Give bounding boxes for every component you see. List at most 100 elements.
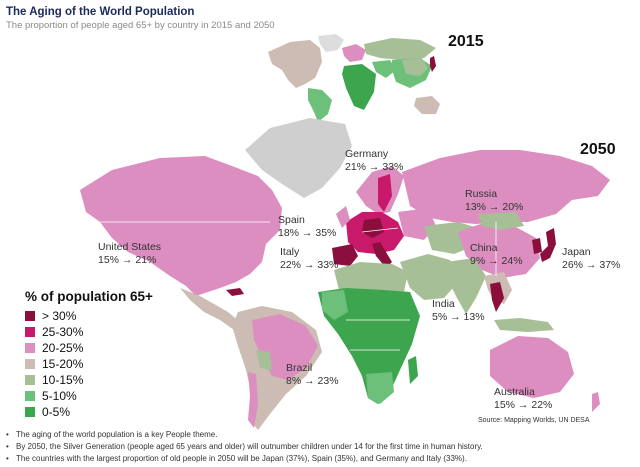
label-japan-name: Japan: [562, 246, 591, 258]
map-bolivia: [256, 350, 272, 370]
map-2015-north-america: [268, 40, 322, 88]
notes-list: The aging of the world population is a k…: [4, 429, 636, 465]
legend-item: > 30%: [25, 308, 153, 324]
map-greenland: [245, 118, 352, 198]
legend-label: 0-5%: [42, 405, 71, 419]
label-spain: Spain 18% → 35%: [278, 214, 336, 240]
label-india: India 5% → 13%: [432, 298, 485, 324]
legend-label: 15-20%: [42, 357, 84, 371]
note-item: The countries with the largest proportio…: [4, 453, 636, 465]
label-japan-values: 26% → 37%: [562, 259, 621, 271]
chart-subtitle: The proportion of people aged 65+ by cou…: [6, 20, 275, 31]
map-sweden: [378, 174, 392, 212]
map-chile: [248, 372, 258, 428]
label-germany-name: Germany: [345, 148, 389, 160]
legend-label: 5-10%: [42, 389, 77, 403]
year-label-2015: 2015: [448, 33, 484, 50]
chart-title: The Aging of the World Population: [6, 6, 195, 18]
legend-swatch: [25, 327, 35, 337]
legend-label: > 30%: [42, 309, 77, 323]
map-2015-greenland: [318, 34, 344, 52]
map-2015-south-america: [308, 88, 332, 122]
legend-item: 10-15%: [25, 372, 153, 388]
label-australia-name: Australia: [494, 386, 535, 398]
label-russia: Russia 13% → 20%: [465, 188, 523, 214]
label-china: China 9% → 24%: [470, 242, 523, 268]
map-2015-russia: [364, 38, 436, 60]
map-central-america: [180, 288, 240, 330]
label-germany: Germany 21% → 33%: [345, 148, 403, 174]
label-russia-values: 13% → 20%: [465, 201, 524, 213]
label-italy-name: Italy: [280, 246, 300, 258]
legend-swatch: [25, 391, 35, 401]
legend-item: 15-20%: [25, 356, 153, 372]
label-united-states: United States 15% → 21%: [98, 241, 161, 267]
label-russia-name: Russia: [465, 188, 498, 200]
map-2050: [80, 118, 610, 430]
label-india-name: India: [432, 298, 455, 310]
label-germany-values: 21% → 33%: [345, 161, 404, 173]
map-mongolia: [478, 212, 524, 230]
legend-items: > 30% 25-30% 20-25% 15-20% 10-15% 5-10% 0-5%: [25, 308, 153, 420]
map-2015-middle-east: [372, 60, 396, 78]
map-north-america: [80, 156, 282, 296]
label-brazil-name: Brazil: [286, 362, 313, 374]
map-north-africa: [334, 262, 408, 294]
map-germany: [362, 218, 384, 238]
legend-swatch: [25, 375, 35, 385]
legend-label: 10-15%: [42, 373, 84, 387]
map-uk: [336, 206, 350, 228]
map-thailand: [490, 282, 504, 312]
map-spain: [332, 244, 358, 266]
map-south-africa: [366, 372, 394, 404]
legend-title: % of population 65+: [25, 289, 153, 304]
map-indonesia: [494, 318, 554, 332]
map-korea: [532, 238, 542, 254]
note-item: The aging of the world population is a k…: [4, 429, 636, 441]
legend-swatch: [25, 407, 35, 417]
legend-swatch: [25, 343, 35, 353]
legend-label: 20-25%: [42, 341, 84, 355]
map-china: [458, 222, 540, 278]
label-australia-values: 15% → 22%: [494, 399, 553, 411]
map-west-africa: [322, 290, 348, 320]
label-united-states-name: United States: [98, 241, 162, 253]
label-brazil-values: 8% → 23%: [286, 375, 339, 387]
legend-item: 20-25%: [25, 340, 153, 356]
map-sub-saharan-africa: [318, 288, 420, 404]
map-2015-africa: [342, 64, 376, 110]
map-new-zealand: [592, 392, 600, 412]
map-cuba: [226, 288, 244, 296]
legend-item: 5-10%: [25, 388, 153, 404]
map-2015-china: [402, 58, 428, 76]
map-russia: [402, 150, 610, 224]
map-legend: % of population 65+ > 30% 25-30% 20-25% 15-…: [25, 289, 153, 420]
label-japan: Japan 26% → 37%: [562, 246, 620, 272]
map-japan: [540, 228, 556, 262]
map-india: [446, 258, 486, 314]
legend-swatch: [25, 359, 35, 369]
map-borders: [100, 221, 497, 351]
label-spain-values: 18% → 35%: [278, 227, 337, 239]
map-2015-europe: [342, 44, 366, 62]
map-middle-east: [400, 254, 460, 300]
map-2015-japan: [430, 56, 436, 72]
label-china-values: 9% → 24%: [470, 255, 523, 267]
map-2015-australia: [414, 96, 440, 114]
label-united-states-values: 15% → 21%: [98, 254, 157, 266]
map-italy: [372, 242, 392, 268]
legend-swatch: [25, 311, 35, 321]
label-australia: Australia 15% → 22%: [494, 386, 552, 412]
map-australia: [490, 336, 574, 398]
year-label-2050: 2050: [580, 141, 616, 158]
map-madagascar: [408, 356, 418, 384]
legend-label: 25-30%: [42, 325, 84, 339]
label-italy-values: 22% → 33%: [280, 259, 339, 271]
note-item: By 2050, the Silver Generation (people a…: [4, 441, 636, 453]
legend-item: 0-5%: [25, 404, 153, 420]
label-spain-name: Spain: [278, 214, 305, 226]
label-brazil: Brazil 8% → 23%: [286, 362, 339, 388]
label-india-values: 5% → 13%: [432, 311, 485, 323]
label-china-name: China: [470, 242, 498, 254]
